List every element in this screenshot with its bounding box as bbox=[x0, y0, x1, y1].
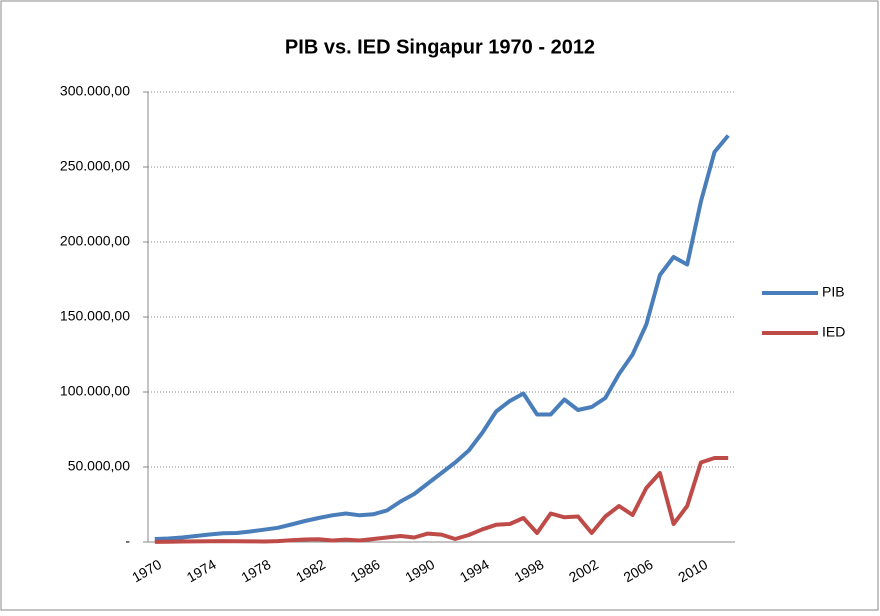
y-tick-label: 250.000,00 bbox=[60, 158, 130, 174]
y-tick-label: 300.000,00 bbox=[60, 83, 130, 99]
chart-title: PIB vs. IED Singapur 1970 - 2012 bbox=[285, 36, 595, 58]
data-line bbox=[154, 134, 730, 541]
legend-label: IED bbox=[822, 324, 845, 340]
y-tick-label: 100.000,00 bbox=[60, 383, 130, 399]
y-tick-label: 150.000,00 bbox=[60, 308, 130, 324]
data-line bbox=[154, 456, 729, 544]
y-tick-label: - bbox=[125, 533, 130, 549]
y-tick-label: 200.000,00 bbox=[60, 233, 130, 249]
legend-label: PIB bbox=[822, 284, 845, 300]
y-tick-label: 50.000,00 bbox=[68, 458, 130, 474]
